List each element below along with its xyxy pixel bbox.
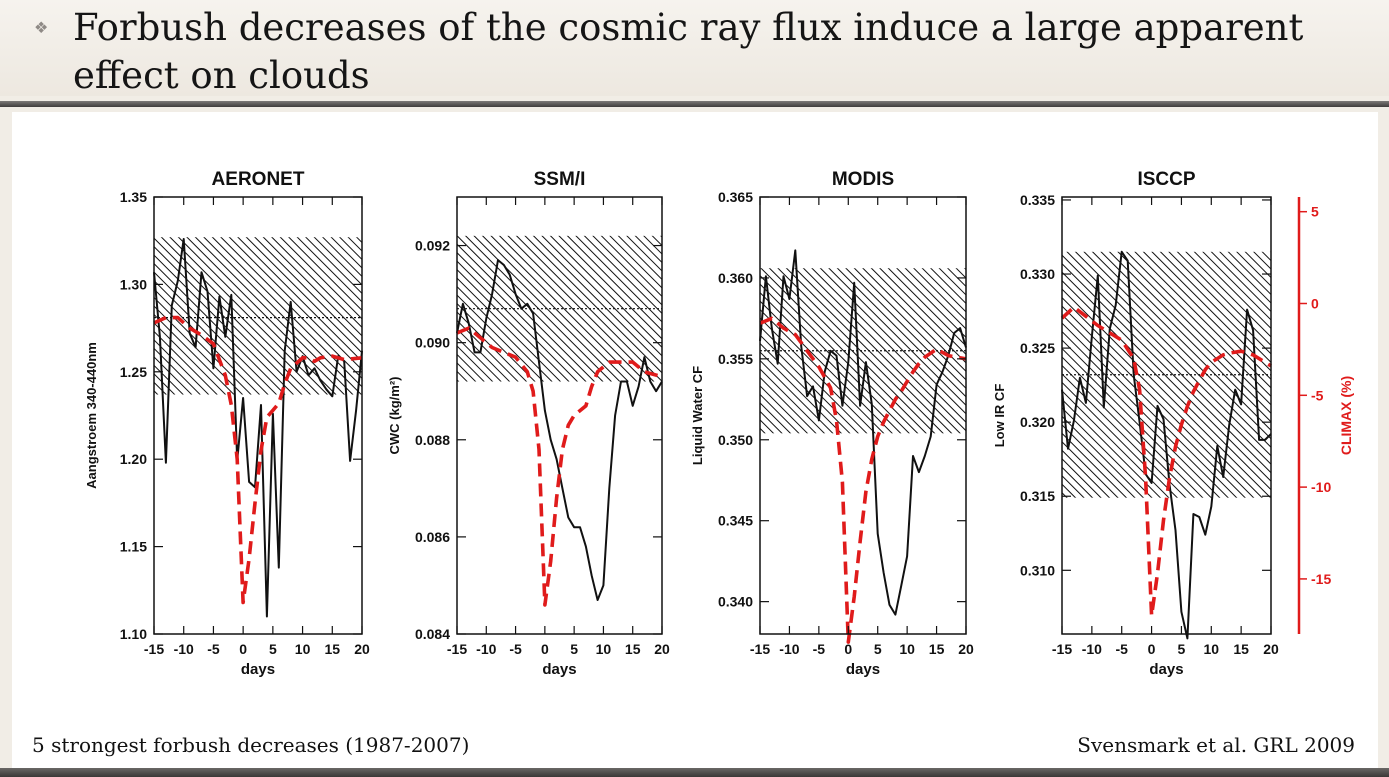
y-tick-label: 0.340: [718, 594, 753, 610]
y-tick-label: 1.15: [120, 539, 147, 555]
climax-tick-label: -15: [1311, 571, 1331, 587]
series-line-data: [1061, 250, 1272, 640]
y-tick-label: 0.360: [718, 270, 753, 286]
y-tick-label: 0.320: [1020, 414, 1055, 430]
x-tick-label: 15: [625, 641, 641, 657]
y-tick-label: 1.10: [120, 626, 147, 642]
x-axis-label: days: [846, 661, 880, 678]
x-axis-label: days: [542, 661, 576, 678]
y-axis-label: Liquid Water CF: [690, 366, 705, 465]
plot-frame: [1061, 196, 1272, 635]
y-tick-label: 0.092: [415, 238, 450, 254]
x-tick-label: 10: [295, 641, 311, 657]
x-tick-label: -15: [447, 641, 467, 657]
y-tick-label: 1.35: [120, 189, 147, 205]
slide-header: ❖ Forbush decreases of the cosmic ray fl…: [0, 0, 1389, 97]
figure-citation: Svensmark et al. GRL 2009: [1077, 733, 1355, 757]
x-tick-label: -10: [174, 641, 194, 657]
footer-divider: [0, 768, 1389, 777]
y-tick-label: 0.325: [1020, 340, 1055, 356]
climax-tick-label: -5: [1311, 387, 1324, 403]
y-tick-label: 0.315: [1020, 488, 1055, 504]
x-tick-label: -5: [509, 641, 522, 657]
series-line-climax: [1060, 305, 1272, 618]
x-tick-label: 5: [1178, 641, 1186, 657]
climax-axis-label: CLIMAX (%): [1338, 376, 1354, 455]
x-tick-label: -5: [207, 641, 220, 657]
series-line-climax: [153, 315, 363, 605]
climax-tick-label: -10: [1311, 479, 1331, 495]
series-line-data: [759, 249, 967, 616]
y-tick-label: 0.355: [718, 351, 753, 367]
chart-title: SSM/I: [534, 169, 586, 190]
y-tick-label: 0.310: [1020, 562, 1055, 578]
y-axis-label: Low IR CF: [992, 384, 1007, 448]
x-tick-label: -15: [1052, 641, 1072, 657]
x-tick-label: 10: [1203, 641, 1219, 657]
plot-frame: [759, 196, 967, 635]
chart-title: AERONET: [212, 169, 305, 190]
x-tick-label: 0: [541, 641, 549, 657]
x-tick-label: 20: [654, 641, 670, 657]
y-tick-label: 0.330: [1020, 266, 1055, 282]
series-line-data: [456, 259, 663, 601]
x-tick-label: 0: [1148, 641, 1156, 657]
plot-frame: [153, 196, 363, 635]
plot-frame: [456, 196, 663, 635]
x-tick-label: 10: [899, 641, 915, 657]
x-tick-label: -10: [779, 641, 799, 657]
bullet-diamond-icon: ❖: [34, 18, 49, 37]
series-line-climax: [759, 316, 967, 644]
x-tick-label: -15: [750, 641, 770, 657]
y-tick-label: 0.345: [718, 513, 753, 529]
x-tick-label: 20: [354, 641, 370, 657]
header-divider: [0, 101, 1389, 107]
x-axis-label: days: [241, 661, 275, 678]
x-tick-label: 10: [596, 641, 612, 657]
y-tick-label: 0.350: [718, 432, 753, 448]
y-tick-label: 0.088: [415, 432, 450, 448]
figure-caption: 5 strongest forbush decreases (1987-2007…: [32, 733, 470, 757]
x-tick-label: 20: [958, 641, 974, 657]
y-tick-label: 1.20: [120, 451, 147, 467]
y-axis-label: Aangstroem 340-440nm: [84, 342, 99, 489]
y-tick-label: 0.365: [718, 189, 753, 205]
x-tick-label: 15: [324, 641, 340, 657]
x-tick-label: 0: [239, 641, 247, 657]
x-tick-label: 15: [929, 641, 945, 657]
chart-title: MODIS: [832, 169, 894, 190]
x-tick-label: -15: [144, 641, 164, 657]
y-tick-label: 1.30: [120, 276, 147, 292]
series-line-data: [153, 238, 363, 618]
y-tick-label: 0.084: [415, 626, 450, 642]
x-tick-label: 5: [269, 641, 277, 657]
climax-tick-label: 5: [1311, 204, 1319, 220]
y-tick-label: 0.086: [415, 529, 450, 545]
x-tick-label: -5: [813, 641, 826, 657]
x-tick-label: 5: [570, 641, 578, 657]
hatched-band: [457, 235, 662, 382]
series-line-climax: [456, 326, 663, 607]
y-tick-label: 0.335: [1020, 192, 1055, 208]
x-tick-label: 15: [1233, 641, 1249, 657]
y-tick-label: 0.090: [415, 335, 450, 351]
y-axis-label: CWC (kg/m²): [387, 377, 402, 455]
y-tick-label: 1.25: [120, 364, 147, 380]
x-tick-label: 5: [874, 641, 882, 657]
slide-title: Forbush decreases of the cosmic ray flux…: [73, 6, 1304, 97]
x-tick-label: -10: [1082, 641, 1102, 657]
climax-tick-label: 0: [1311, 295, 1319, 311]
x-tick-label: -5: [1115, 641, 1128, 657]
chart-title: ISCCP: [1137, 169, 1195, 190]
x-axis-label: days: [1149, 661, 1183, 678]
x-tick-label: 20: [1263, 641, 1279, 657]
x-tick-label: -10: [476, 641, 496, 657]
x-tick-label: 0: [844, 641, 852, 657]
